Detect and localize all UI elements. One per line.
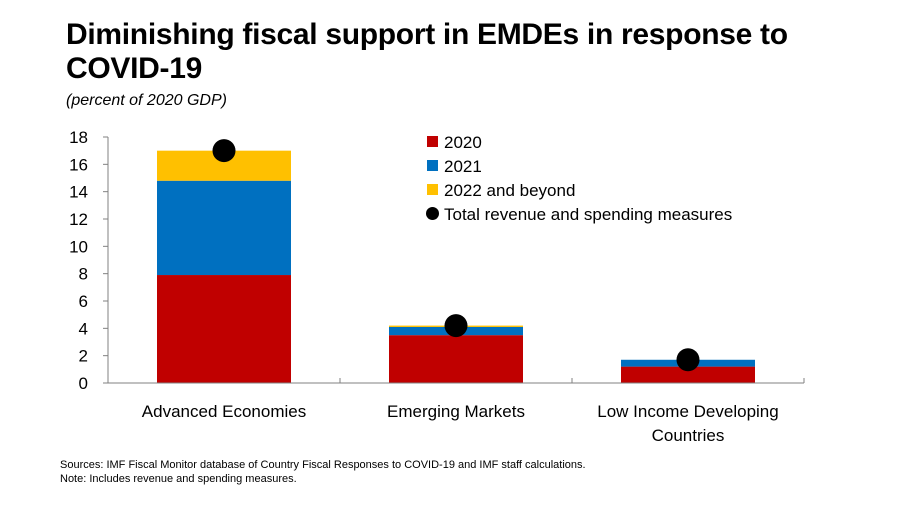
y-tick-label-2: 2 [79,347,88,366]
y-tick-label-16: 16 [69,155,88,174]
total-marker-2 [444,314,468,338]
measures-note: Note: Includes revenue and spending meas… [60,473,297,485]
legend-marker-label: Total revenue and spending measures [444,205,732,224]
legend-label-1: 2020 [444,133,482,152]
y-tick-label-0: 0 [79,374,88,393]
x-tick-label-3-2: Countries [652,426,725,445]
y-tick-label-18: 18 [69,128,88,147]
x-tick-label-2-1: Emerging Markets [387,402,525,421]
chart-subtitle: (percent of 2020 GDP) [66,92,227,109]
bar-segment-1-1 [157,275,291,383]
x-tick-label-3-1: Low Income Developing [597,402,778,421]
y-tick-label-6: 6 [79,292,88,311]
legend-marker-symbol [426,207,439,220]
y-tick-label-14: 14 [69,183,88,202]
sources-note: Sources: IMF Fiscal Monitor database of … [60,459,586,471]
x-tick-label-1-1: Advanced Economies [142,402,306,421]
total-marker-3 [676,348,700,372]
total-marker-1 [212,139,236,163]
bar-segment-1-2 [157,180,291,276]
bar-segment-2-1 [389,335,523,383]
y-tick-label-4: 4 [79,319,88,338]
bar-segment-3-1 [621,366,755,383]
y-tick-label-8: 8 [79,265,88,284]
legend-swatch-3 [427,184,438,195]
legend-swatch-2 [427,160,438,171]
chart-title: Diminishing fiscal support in EMDEs in r… [66,18,788,85]
y-tick-label-12: 12 [69,210,88,229]
chart-footer: Sources: IMF Fiscal Monitor database of … [60,458,586,486]
legend-label-2: 2021 [444,157,482,176]
legend-label-3: 2022 and beyond [444,181,575,200]
y-tick-label-10: 10 [69,237,88,256]
legend-swatch-1 [427,136,438,147]
